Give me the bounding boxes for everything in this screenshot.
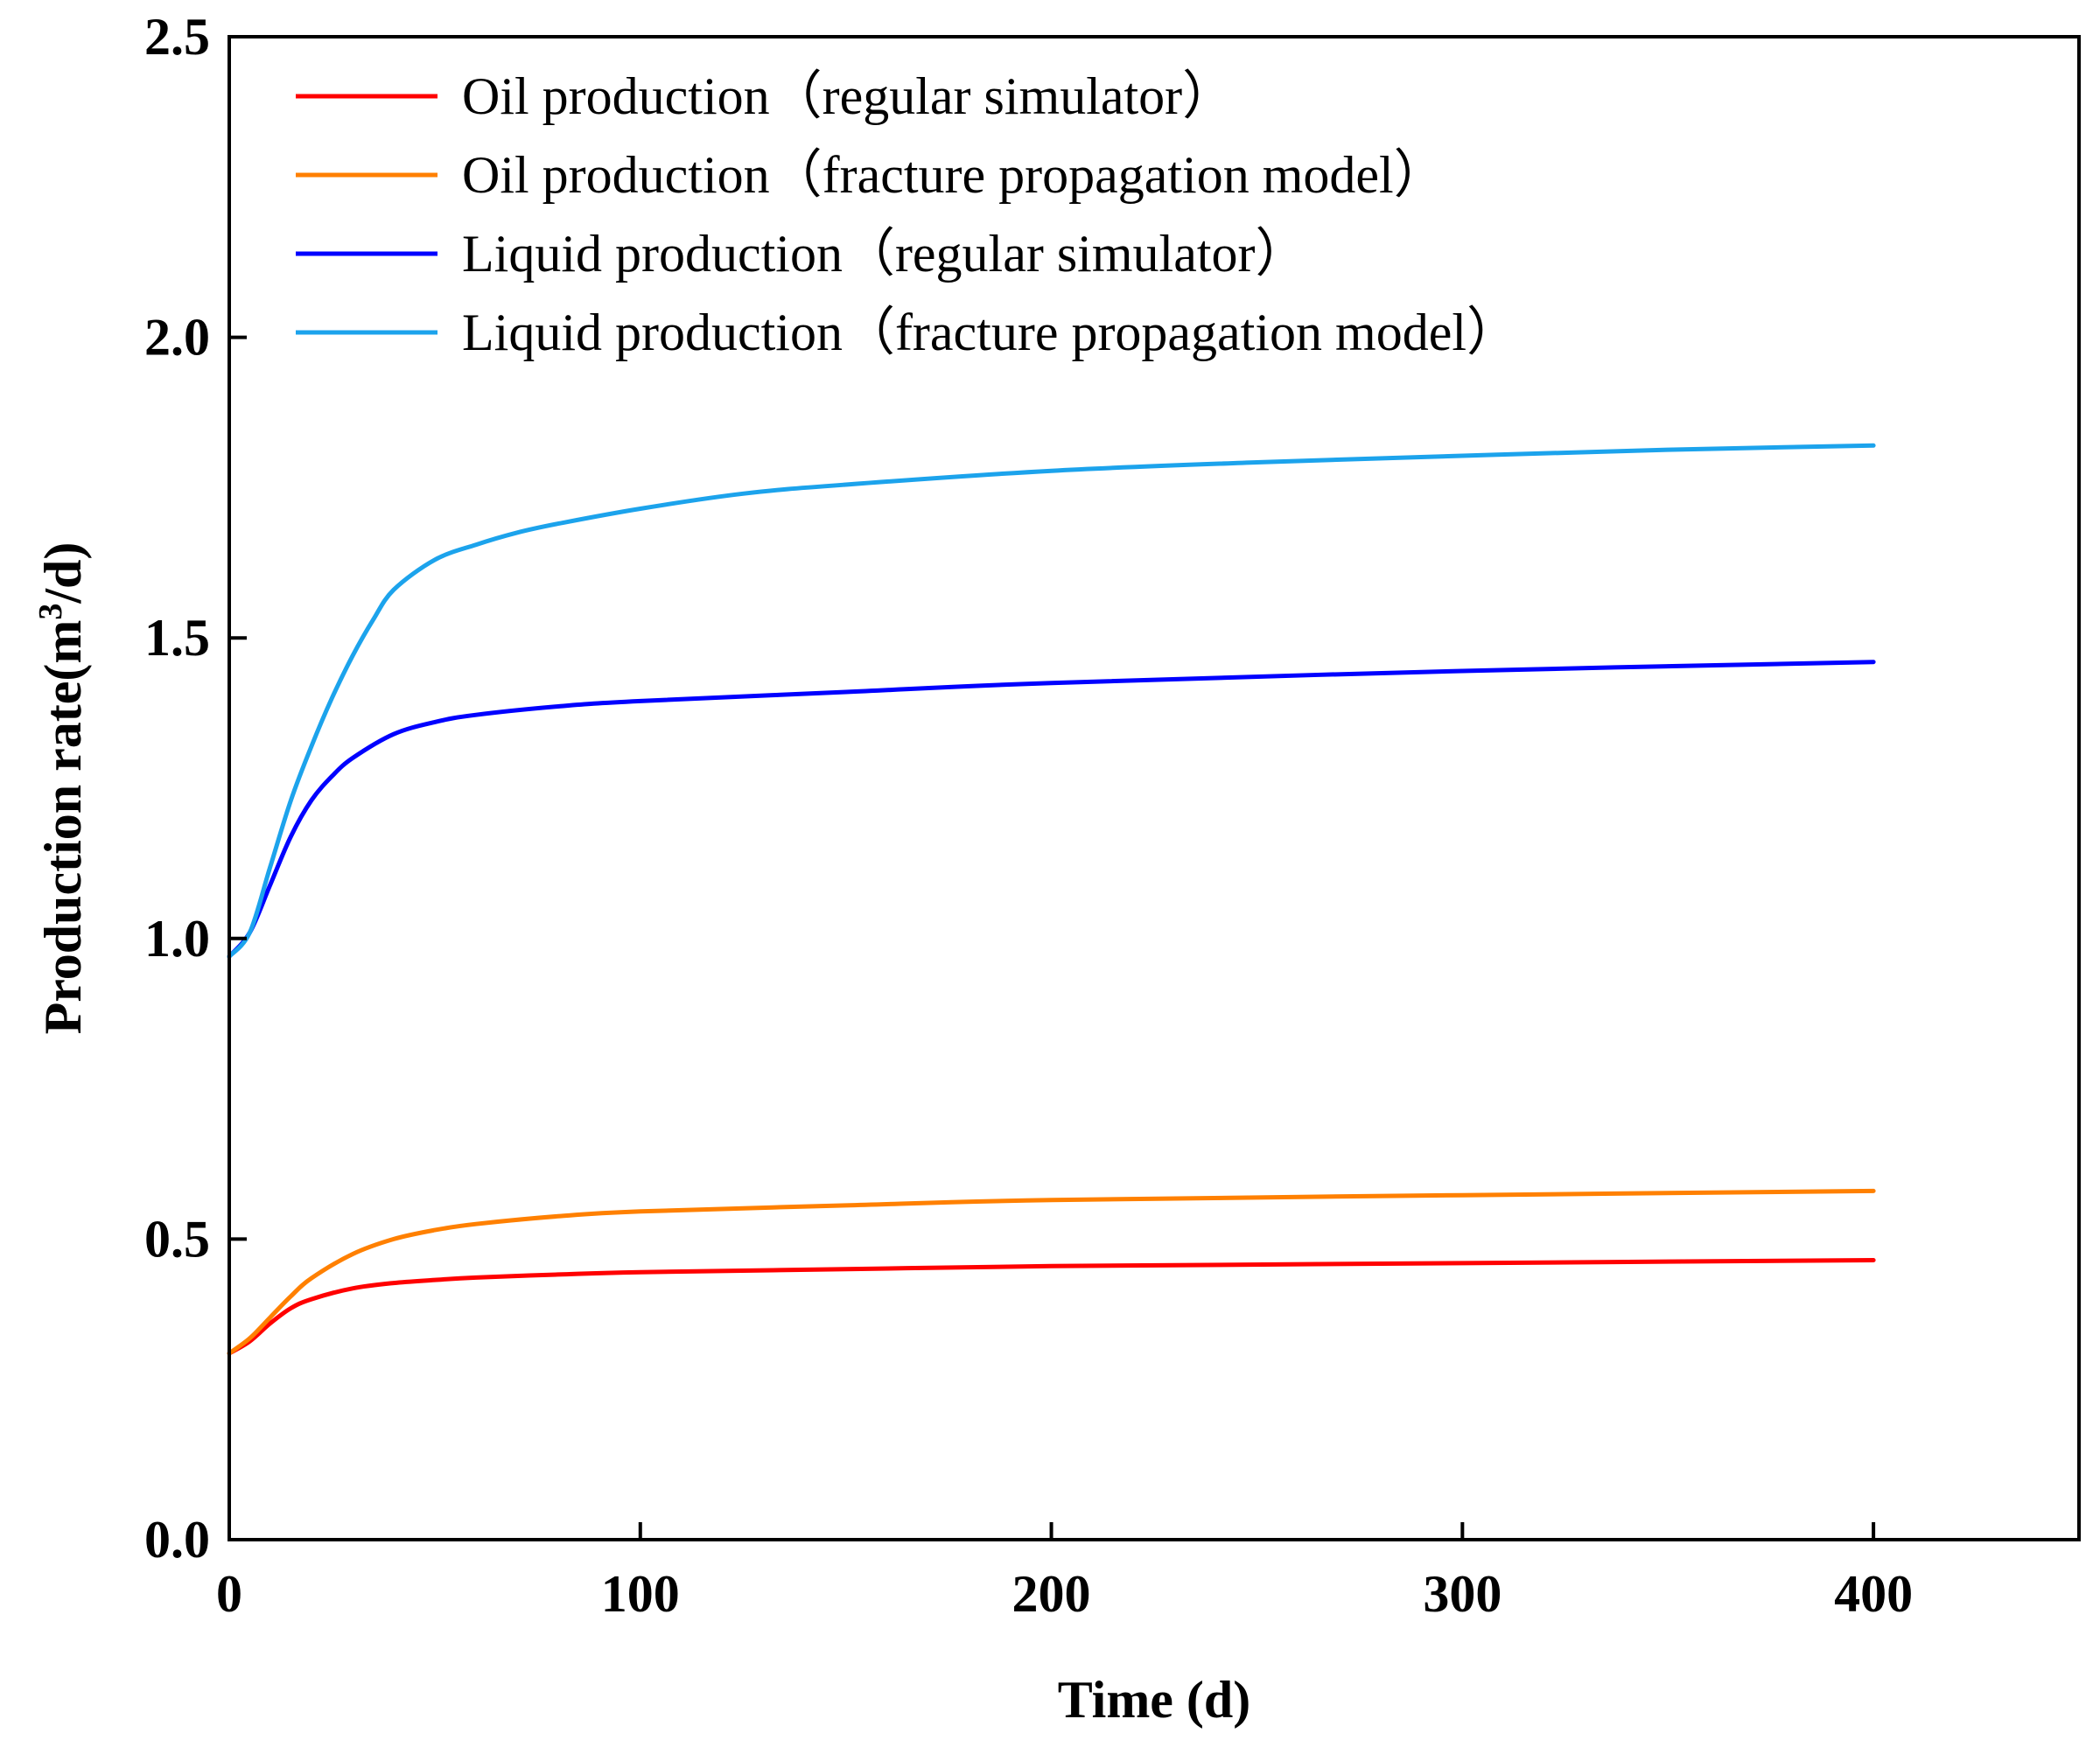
y-axis-title-tail: /d) [34,542,92,604]
x-tick-label: 400 [1834,1565,1913,1623]
y-tick-label: 0.5 [144,1210,210,1268]
series-line-3 [227,660,1876,959]
y-axis-title-sup: 3 [32,604,69,620]
series-line-4 [227,443,1876,959]
legend: Oil production（regular simulator） Oil pro… [296,67,1519,361]
legend-label-1: Oil production（regular simulator） [462,67,1235,125]
series-line-2 [227,1188,1876,1356]
x-tick-label: 300 [1423,1565,1502,1623]
y-axis-title-main: Production rate(m [34,620,92,1035]
ticks-layer: 0 100 200 300 400 0.0 0.5 1.0 1.5 2.0 2.5 [144,8,1913,1623]
y-axis-title: Production rate(m3/d) [32,542,92,1035]
y-tick-label: 2.0 [144,309,210,367]
y-tick-label: 0.0 [144,1511,210,1569]
x-tick-label: 200 [1012,1565,1091,1623]
y-tick-label: 2.5 [144,8,210,66]
y-tick-label: 1.5 [144,609,210,667]
x-axis-title: Time (d) [1058,1671,1251,1729]
series-line-1 [227,1258,1876,1356]
x-tick-label: 100 [601,1565,680,1623]
legend-label-2: Oil production（fracture propagation mode… [462,146,1446,204]
plot-frame [228,35,2081,1541]
x-tick-label: 0 [216,1565,242,1623]
y-tick-label: 1.0 [144,910,210,968]
legend-label-3: Liquid production（regular simulator） [462,225,1307,283]
legend-label-4: Liquid production（fracture propagation m… [462,304,1519,361]
series-layer [227,443,1876,1356]
